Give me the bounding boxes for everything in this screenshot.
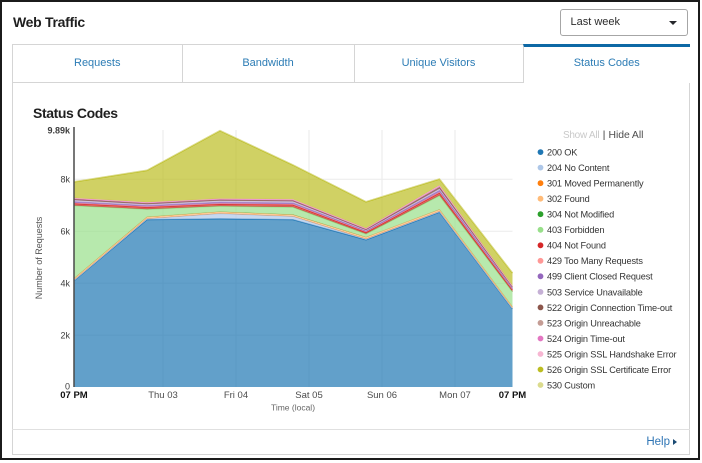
svg-text:07 PM: 07 PM bbox=[60, 390, 88, 401]
svg-text:204 No Content: 204 No Content bbox=[547, 163, 610, 173]
svg-text:499 Client Closed Request: 499 Client Closed Request bbox=[547, 272, 653, 282]
svg-text:Hide All: Hide All bbox=[609, 130, 644, 141]
svg-text:Show All: Show All bbox=[563, 130, 599, 141]
svg-text:429 Too Many Requests: 429 Too Many Requests bbox=[547, 256, 643, 266]
svg-text:07 PM: 07 PM bbox=[499, 390, 527, 401]
svg-text:522 Origin Connection Time-out: 522 Origin Connection Time-out bbox=[547, 303, 673, 313]
svg-text:302 Found: 302 Found bbox=[547, 194, 590, 204]
svg-text:Fri 04: Fri 04 bbox=[224, 390, 248, 401]
svg-text:525 Origin SSL Handshake Error: 525 Origin SSL Handshake Error bbox=[547, 349, 677, 359]
svg-text:200 OK: 200 OK bbox=[547, 148, 578, 158]
svg-text:530 Custom: 530 Custom bbox=[547, 380, 596, 390]
svg-text:9.89k: 9.89k bbox=[47, 126, 71, 136]
svg-text:2k: 2k bbox=[60, 330, 70, 340]
svg-text:404 Not Found: 404 Not Found bbox=[547, 241, 606, 251]
svg-text:503 Service Unavailable: 503 Service Unavailable bbox=[547, 287, 643, 297]
svg-text:4k: 4k bbox=[60, 278, 70, 288]
svg-text:403 Forbidden: 403 Forbidden bbox=[547, 225, 604, 235]
svg-text:Sat 05: Sat 05 bbox=[295, 390, 322, 401]
svg-text:304 Not Modified: 304 Not Modified bbox=[547, 210, 614, 220]
svg-text:Time (local): Time (local) bbox=[271, 403, 315, 413]
svg-text:524 Origin Time-out: 524 Origin Time-out bbox=[547, 334, 625, 344]
svg-text:6k: 6k bbox=[60, 226, 70, 236]
svg-text:523 Origin Unreachable: 523 Origin Unreachable bbox=[547, 318, 641, 328]
svg-text:0: 0 bbox=[65, 381, 70, 391]
svg-text:Thu 03: Thu 03 bbox=[148, 390, 178, 401]
svg-text:8k: 8k bbox=[60, 175, 70, 185]
svg-text:Sun 06: Sun 06 bbox=[367, 390, 397, 401]
svg-text:301 Moved Permanently: 301 Moved Permanently bbox=[547, 179, 644, 189]
svg-text:526 Origin SSL Certificate Err: 526 Origin SSL Certificate Error bbox=[547, 365, 671, 375]
svg-text:Number of Requests: Number of Requests bbox=[34, 216, 44, 299]
svg-text:|: | bbox=[603, 130, 606, 141]
svg-text:Mon 07: Mon 07 bbox=[439, 390, 471, 401]
